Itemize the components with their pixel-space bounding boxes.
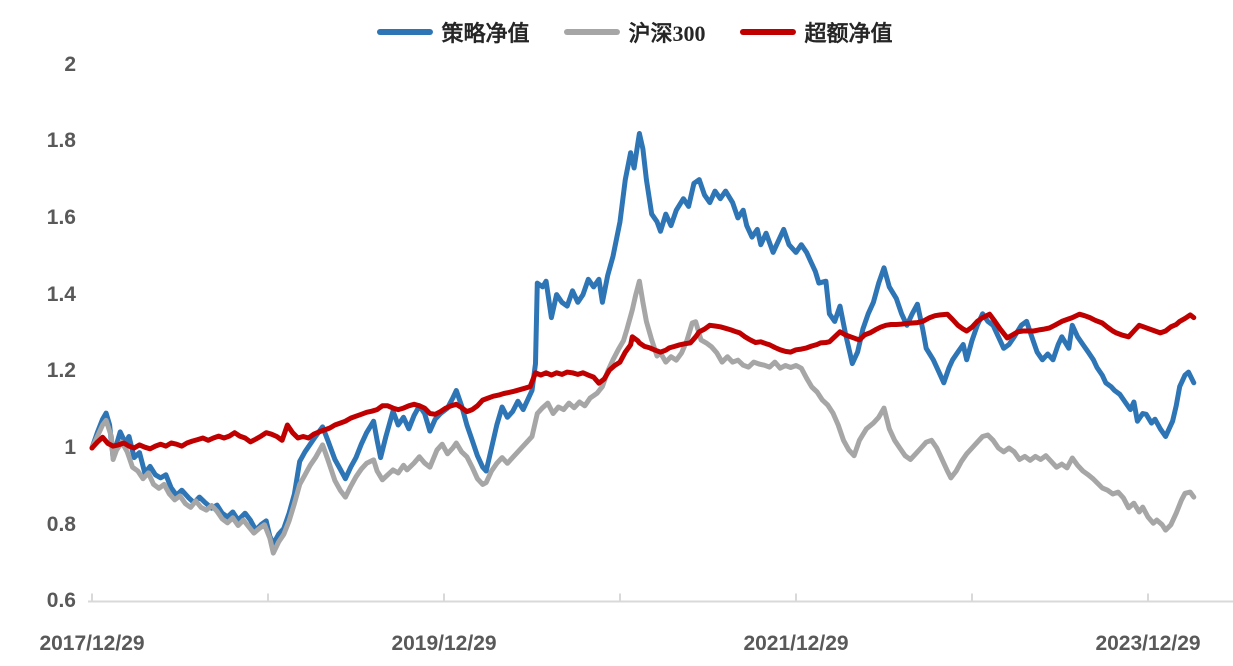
y-axis-tick-label: 1.6: [46, 205, 76, 229]
csi300-line-swatch: [563, 29, 620, 35]
y-axis-tick-label: 1.2: [46, 359, 76, 383]
series-line-1: [89, 278, 1197, 556]
legend-item-csi300: 沪深300: [563, 16, 706, 48]
x-axis-tick-label: 2019/12/29: [391, 632, 497, 655]
y-axis-tick-label: 0.8: [46, 512, 76, 536]
series-line-2: [89, 311, 1197, 452]
legend-label-excess-nav: 超额净值: [804, 21, 893, 46]
x-axis-tick-label: 2023/12/29: [1095, 632, 1201, 655]
y-axis-tick-label: 1.8: [46, 129, 76, 153]
legend-label-csi300: 沪深300: [628, 21, 706, 46]
legend-item-strategy-nav: 策略净值: [376, 16, 529, 48]
y-axis-tick-label: 1.4: [46, 282, 76, 306]
y-axis-tick-label: 1: [64, 436, 76, 459]
x-axis-tick-label: 2021/12/29: [743, 632, 849, 655]
excess-nav-line-swatch: [739, 29, 796, 35]
legend-label-strategy-nav: 策略净值: [441, 21, 530, 46]
legend: 策略净值 沪深300 超额净值: [376, 16, 893, 48]
strategy-nav-line-swatch: [376, 29, 433, 35]
legend-item-excess-nav: 超额净值: [739, 16, 893, 48]
series-line-0: [89, 131, 1197, 547]
y-axis-tick-label: 0.6: [46, 589, 76, 613]
y-axis-tick-label: 2: [64, 52, 76, 76]
x-axis-tick-label: 2017/12/29: [39, 632, 145, 655]
